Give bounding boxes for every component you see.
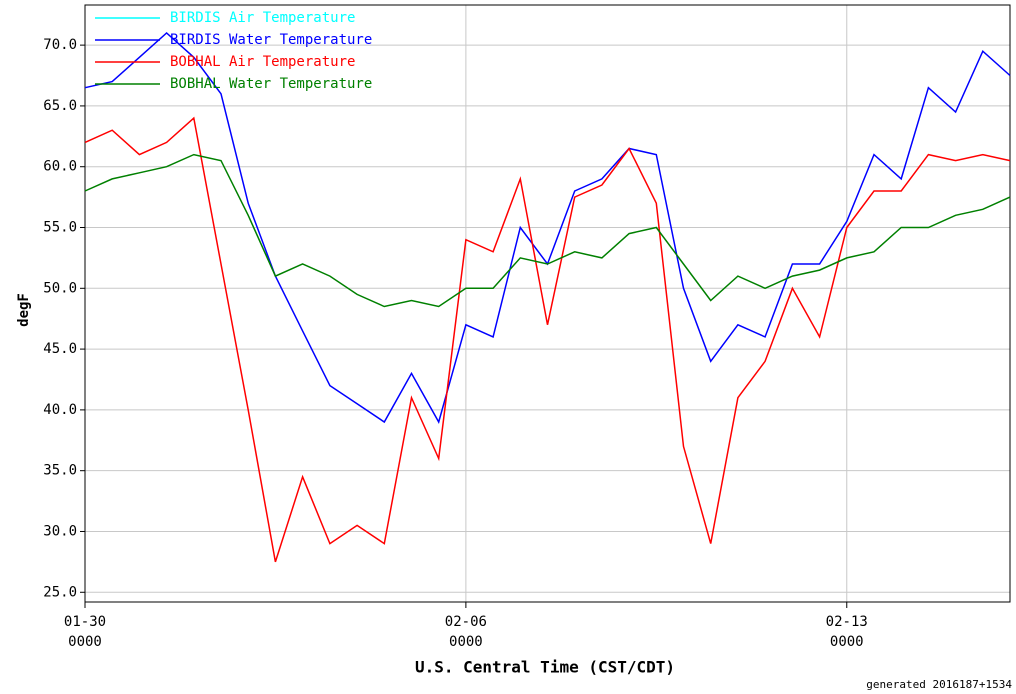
x-axis-label: U.S. Central Time (CST/CDT) <box>415 658 675 677</box>
y-tick-label: 55.0 <box>43 220 77 236</box>
y-tick-label: 70.0 <box>43 37 77 53</box>
y-tick-label: 30.0 <box>43 523 77 539</box>
legend-label: BIRDIS Water Temperature <box>170 32 372 48</box>
legend-label: BOBHAL Air Temperature <box>170 54 355 70</box>
y-tick-label: 60.0 <box>43 159 77 175</box>
footnote: generated 2016187+1534 <box>866 678 1012 691</box>
plot-frame <box>84 4 1011 603</box>
x-tick-label: 02-06 0000 <box>444 614 487 650</box>
x-tick-label: 01-30 0000 <box>63 614 107 650</box>
x-tick-label: 02-13 0000 <box>825 614 868 650</box>
legend-label: BOBHAL Water Temperature <box>170 76 372 92</box>
y-tick-label: 65.0 <box>43 98 77 114</box>
y-tick-label: 45.0 <box>43 341 77 357</box>
y-axis-label: degF <box>16 293 32 327</box>
y-tick-label: 35.0 <box>43 463 77 479</box>
y-tick-label: 40.0 <box>43 402 77 418</box>
y-tick-label: 25.0 <box>43 584 77 600</box>
legend-label: BIRDIS Air Temperature <box>170 10 355 26</box>
y-tick-label: 50.0 <box>43 280 77 296</box>
series-line <box>84 153 1011 308</box>
series-line <box>84 116 1011 563</box>
